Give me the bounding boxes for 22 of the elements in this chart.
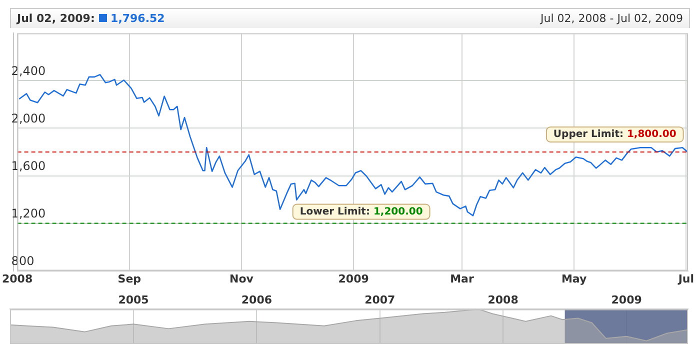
y-tick-label: 800 [11, 254, 34, 268]
ref-line-label: Upper Limit: 1,800.00 [553, 129, 676, 140]
x-tick-label: 2009 [611, 293, 642, 306]
y-tick-label: 2,400 [11, 64, 46, 78]
y-tick-label: 1,600 [11, 158, 46, 173]
x-tick-label: Jul [677, 272, 694, 286]
x-tick-label: 2009 [338, 272, 369, 286]
x-tick-label: 2008 [2, 272, 33, 286]
x-tick-label: Sep [118, 272, 142, 286]
x-tick-label: 2008 [488, 293, 518, 306]
x-tick-label: May [561, 272, 587, 286]
text: Jul 02, 2009: [17, 12, 95, 25]
x-tick-label: Nov [230, 272, 254, 286]
text: Jul 02, 2008 - Jul 02, 2009 [540, 11, 683, 27]
y-tick-label: 1,200 [11, 206, 46, 220]
text: 1,796.52 [110, 12, 165, 25]
x-tick-label: Mar [450, 272, 474, 286]
ref-line-label: Lower Limit: 1,200.00 [300, 206, 423, 218]
x-tick-label: 2006 [241, 293, 272, 306]
y-tick-label: 2,000 [11, 111, 46, 126]
x-tick-label: 2005 [118, 293, 149, 306]
x-tick-label: 2007 [364, 293, 396, 306]
